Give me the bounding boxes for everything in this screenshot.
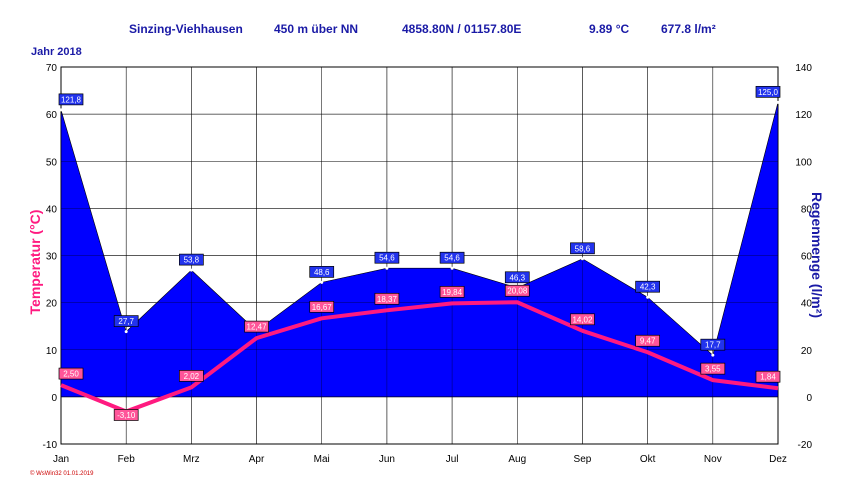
y-right-tick-label: 0 [806, 393, 812, 404]
x-tick-label: Apr [249, 454, 265, 465]
temperature-data-label-box [244, 320, 269, 333]
x-tick-label: Dez [769, 454, 787, 465]
x-tick-label: Mrz [183, 454, 200, 465]
y-right-tick-label: 20 [801, 346, 813, 357]
rain-point [59, 108, 63, 112]
x-tick-label: Feb [118, 454, 136, 465]
x-tick-label: Sep [574, 454, 592, 465]
temperature-data-label: -3,10 [117, 411, 136, 420]
x-tick-label: Nov [704, 454, 722, 465]
rain-data-label-box [309, 266, 335, 278]
mean-temperature: 9.89 °C [589, 22, 630, 36]
y-left-axis-title: Temperatur (°C) [27, 210, 43, 315]
y-right-tick-label: 100 [795, 157, 812, 168]
rain-data-label-box [439, 251, 465, 264]
rain-data-label: 53,8 [184, 256, 200, 265]
y-right-tick-label: 140 [795, 63, 812, 74]
temperature-data-label: 3,55 [705, 365, 721, 374]
temperature-data-label: 12,47 [247, 323, 268, 332]
rain-point [776, 100, 780, 104]
coordinates-label: 4858.80N / 01157.80E [402, 22, 522, 36]
y-left-tick-label: -10 [43, 440, 58, 451]
total-rainfall: 677.8 l/m² [661, 22, 716, 36]
temperature-data-label-box [113, 409, 139, 421]
footer-credit: © WsWin32 01.01.2019 [30, 471, 94, 477]
rain-point [385, 266, 389, 270]
temperature-data-label: 19,84 [442, 288, 463, 297]
altitude-label: 450 m über NN [274, 22, 359, 36]
y-left-tick-label: 20 [46, 299, 58, 310]
temperature-data-label: 9,47 [640, 337, 656, 346]
rain-point [646, 295, 650, 299]
y-right-axis-title: Regenmenge (l/m²) [809, 192, 825, 318]
rain-data-label-box [374, 251, 400, 264]
rain-data-label-box [179, 253, 204, 266]
rain-data-label: 17,7 [705, 341, 721, 350]
temperature-data-label-box [179, 370, 204, 382]
rain-data-label-box [504, 271, 530, 284]
temperature-data-label: 16,67 [312, 303, 333, 312]
temperature-data-label: 2,50 [63, 370, 79, 379]
rain-data-label: 54,6 [444, 254, 460, 263]
rain-data-label-box [635, 280, 660, 293]
temperature-line [60, 300, 779, 414]
x-tick-label: Jun [379, 454, 395, 465]
rain-point [450, 266, 454, 270]
y-left-tick-label: 0 [51, 393, 57, 404]
temperature-data-label-box [570, 313, 595, 326]
temperature-data-label-box [504, 284, 530, 297]
y-left-tick-label: 70 [46, 63, 58, 74]
rain-data-label: 54,6 [379, 254, 395, 263]
y-right-tick-label: 60 [801, 252, 813, 263]
y-right-tick-label: 40 [801, 299, 813, 310]
rain-point [580, 257, 584, 261]
rain-data-label: 121,8 [61, 95, 82, 104]
x-tick-label: Jul [446, 454, 459, 465]
y-right-tick-label: 120 [795, 110, 812, 121]
temperature-data-label: 14,02 [572, 315, 593, 324]
x-tick-label: Okt [640, 454, 656, 465]
temperature-data-label-box [374, 292, 400, 305]
temperature-data-label-box [58, 367, 84, 380]
temperature-data-label-box [309, 300, 335, 313]
x-tick-label: Mai [314, 454, 330, 465]
rain-data-label-box [113, 315, 139, 327]
station-name: Sinzing-Viehhausen [129, 22, 243, 36]
rain-point [189, 268, 193, 272]
rain-point [124, 330, 128, 334]
y-left-tick-label: 40 [46, 204, 58, 215]
temperature-data-label: 2,02 [184, 372, 200, 381]
temperature-data-label-box [439, 286, 465, 298]
y-left-tick-label: 30 [46, 252, 58, 263]
temperature-data-label-box [700, 362, 726, 375]
year-label: Jahr 2018 [31, 46, 82, 58]
y-left-tick-label: 60 [46, 110, 58, 121]
temperature-data-label-box [635, 334, 660, 347]
rain-data-label: 48,6 [314, 268, 330, 277]
rain-data-label-box [700, 338, 726, 351]
y-right-tick-label: 80 [801, 204, 813, 215]
rain-data-label: 58,6 [575, 244, 591, 253]
y-right-tick-label: -20 [798, 440, 813, 451]
temperature-data-label: 20,08 [507, 287, 528, 296]
x-tick-label: Aug [508, 454, 526, 465]
rain-data-label: 46,3 [509, 273, 525, 282]
rain-point [320, 280, 324, 284]
y-left-tick-label: 50 [46, 157, 58, 168]
rain-data-label-box [570, 242, 595, 255]
temperature-data-label-box [755, 370, 781, 383]
temperature-data-label: 18,37 [377, 295, 398, 304]
rain-data-label-box [755, 85, 781, 98]
rain-data-label: 27,7 [118, 317, 134, 326]
rain-data-label-box [58, 93, 84, 106]
temperature-data-label: 1,84 [760, 373, 776, 382]
y-left-tick-label: 10 [46, 346, 58, 357]
rain-point [711, 353, 715, 357]
rain-data-label: 42,3 [640, 283, 656, 292]
rain-data-label: 125,0 [758, 88, 779, 97]
x-tick-label: Jan [53, 454, 69, 465]
